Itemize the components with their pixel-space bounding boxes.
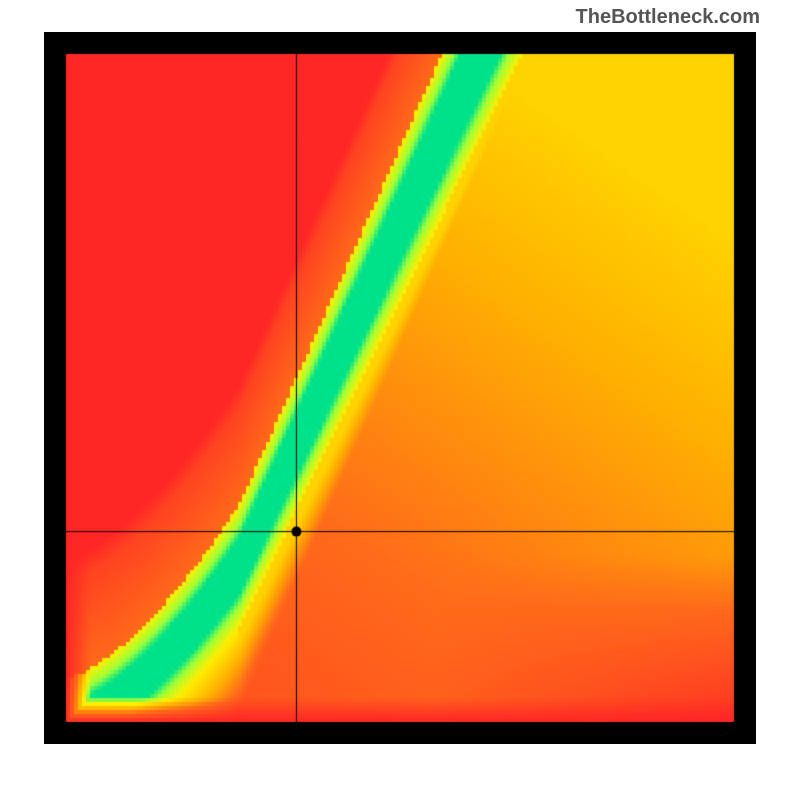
watermark-text: TheBottleneck.com [576,6,760,29]
chart-frame [44,32,756,744]
page-root: TheBottleneck.com [0,0,800,800]
bottleneck-heatmap [44,32,756,744]
